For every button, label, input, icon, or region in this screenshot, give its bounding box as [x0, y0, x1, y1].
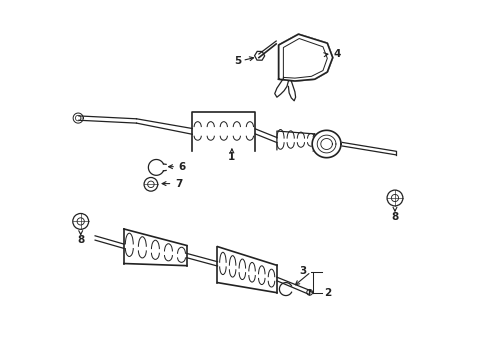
Text: 1: 1	[228, 152, 235, 162]
Circle shape	[144, 177, 158, 191]
Polygon shape	[278, 34, 332, 81]
Circle shape	[73, 213, 88, 229]
Text: 3: 3	[299, 266, 306, 276]
Text: 6: 6	[178, 162, 185, 172]
Polygon shape	[123, 229, 186, 266]
Polygon shape	[311, 130, 340, 158]
Text: 8: 8	[77, 235, 84, 245]
Text: 7: 7	[175, 179, 183, 189]
Polygon shape	[217, 247, 276, 293]
Text: 2: 2	[323, 288, 330, 298]
Text: 5: 5	[234, 56, 241, 66]
Circle shape	[386, 190, 402, 206]
Text: 8: 8	[390, 212, 398, 222]
Text: 4: 4	[333, 49, 340, 59]
